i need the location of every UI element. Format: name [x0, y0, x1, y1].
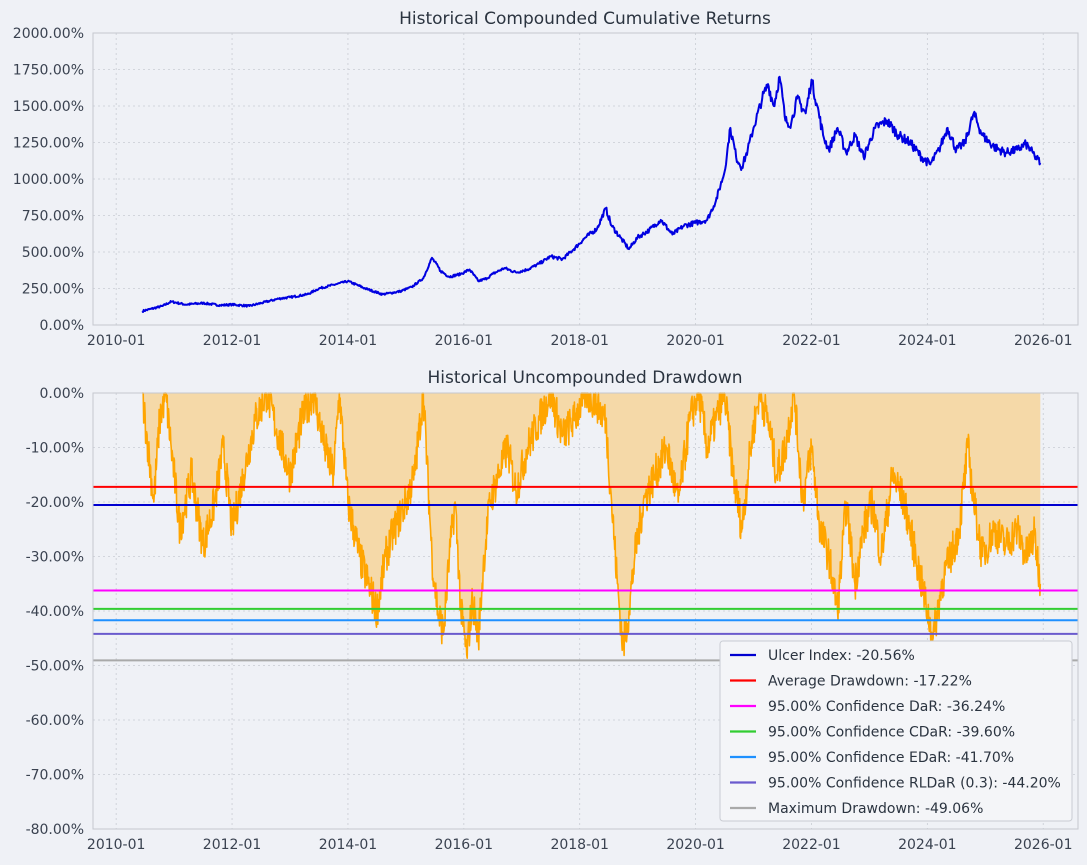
- x-tick-label: 2014-01: [319, 837, 378, 853]
- legend-label: 95.00% Confidence EDaR: -41.70%: [768, 750, 1014, 766]
- legend-label: Average Drawdown: -17.22%: [768, 674, 972, 690]
- y-tick-label: -80.00%: [26, 822, 84, 838]
- x-tick-label: 2012-01: [203, 837, 262, 853]
- legend-box: [719, 640, 1073, 822]
- x-axis: 2010-01 2012-01 2014-01 2016-01 2018-01 2020-…: [87, 333, 1073, 349]
- y-tick-label: -70.00%: [26, 768, 84, 784]
- chart-title: Historical Uncompounded Drawdown: [427, 368, 742, 388]
- x-tick-label: 2026-01: [1014, 837, 1073, 853]
- y-tick-label: 500.00%: [22, 245, 84, 261]
- plot-area: [93, 33, 1078, 325]
- x-tick-label: 2016-01: [435, 837, 494, 853]
- y-axis: -80.00% -70.00% -60.00% -50.00% -40.00% -30.0…: [26, 386, 84, 838]
- y-tick-label: -40.00%: [26, 604, 84, 620]
- x-tick-label: 2012-01: [203, 333, 262, 349]
- legend: Ulcer Index: -20.56% Average Drawdown: -1…: [719, 640, 1073, 822]
- x-tick-label: 2018-01: [550, 333, 609, 349]
- x-tick-label: 2022-01: [782, 837, 841, 853]
- y-tick-label: 1000.00%: [13, 172, 84, 188]
- plot-frame: [92, 392, 1079, 830]
- grid: [93, 32, 1078, 326]
- x-tick-label: 2010-01: [87, 837, 146, 853]
- y-tick-label: 1750.00%: [13, 63, 84, 79]
- y-tick-label: 0.00%: [40, 386, 84, 402]
- series-line-cumulative-returns: [141, 75, 1042, 313]
- series-layer: [141, 392, 1042, 659]
- legend-label: Ulcer Index: -20.56%: [768, 648, 915, 664]
- y-tick-label: -30.00%: [26, 550, 84, 566]
- x-axis: 2010-01 2012-01 2014-01 2016-01 2018-01 2020-…: [87, 837, 1073, 853]
- chart-title: Historical Compounded Cumulative Returns: [399, 9, 771, 29]
- x-tick-label: 2024-01: [898, 333, 957, 349]
- y-tick-label: -60.00%: [26, 713, 84, 729]
- y-tick-label: -20.00%: [26, 495, 84, 511]
- y-axis: 0.00% 250.00% 500.00% 750.00% 1000.00% 1250.0…: [13, 26, 84, 334]
- y-tick-label: 250.00%: [22, 282, 84, 298]
- x-tick-label: 2020-01: [666, 333, 725, 349]
- x-tick-label: 2024-01: [898, 837, 957, 853]
- x-tick-label: 2018-01: [550, 837, 609, 853]
- legend-label: Maximum Drawdown: -49.06%: [768, 801, 983, 817]
- y-tick-label: -10.00%: [26, 441, 84, 457]
- drawdown-chart: Historical Uncompounded Drawdown -80.00%…: [26, 368, 1079, 853]
- x-tick-label: 2016-01: [435, 333, 494, 349]
- series-line-drawdown: [141, 392, 1042, 659]
- y-tick-label: -50.00%: [26, 659, 84, 675]
- y-tick-label: 0.00%: [40, 318, 84, 334]
- y-tick-label: 1500.00%: [13, 99, 84, 115]
- series-layer: [141, 75, 1042, 313]
- legend-label: 95.00% Confidence CDaR: -39.60%: [768, 725, 1015, 741]
- x-tick-label: 2020-01: [666, 837, 725, 853]
- y-tick-label: 750.00%: [22, 209, 84, 225]
- plot-frame: [92, 32, 1079, 326]
- x-tick-label: 2022-01: [782, 333, 841, 349]
- x-tick-label: 2026-01: [1014, 333, 1073, 349]
- y-tick-label: 1250.00%: [13, 136, 84, 152]
- x-tick-label: 2010-01: [87, 333, 146, 349]
- y-tick-label: 2000.00%: [13, 26, 84, 42]
- x-tick-label: 2014-01: [319, 333, 378, 349]
- drawdown-area: [142, 393, 1041, 659]
- legend-label: 95.00% Confidence RLDaR (0.3): -44.20%: [768, 776, 1061, 792]
- cumulative-returns-chart: Historical Compounded Cumulative Returns…: [13, 9, 1079, 349]
- legend-label: 95.00% Confidence DaR: -36.24%: [768, 699, 1005, 715]
